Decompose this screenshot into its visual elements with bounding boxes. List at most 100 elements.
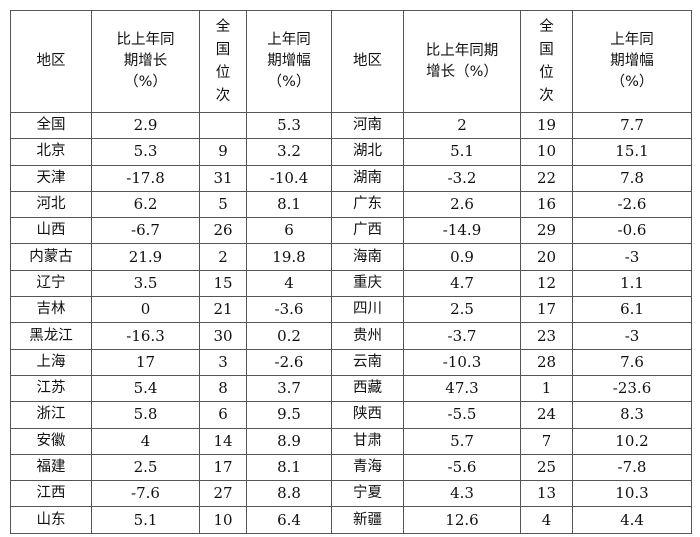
left-growth-cell: -17.8 bbox=[91, 164, 200, 192]
left-growth-cell: 21.9 bbox=[91, 243, 200, 271]
right-region-cell: 西藏 bbox=[331, 374, 404, 403]
table-row: 安徽 4 14 8.9 甘肃 5.7 7 10.2 bbox=[10, 427, 692, 455]
left-prev-growth-cell: -3.6 bbox=[246, 296, 332, 324]
left-prev-growth-cell: 6 bbox=[246, 217, 332, 245]
header-region-right: 地区 bbox=[331, 10, 404, 113]
header-prev-right: 上年同 期增幅 （%） bbox=[572, 10, 692, 113]
right-prev-growth-cell: 8.3 bbox=[572, 401, 692, 429]
left-rank-cell: 17 bbox=[199, 453, 247, 482]
right-rank-cell: 23 bbox=[520, 322, 573, 350]
left-growth-cell: 6.2 bbox=[91, 190, 200, 219]
right-prev-growth-cell: 10.2 bbox=[572, 427, 692, 455]
left-region-cell: 河北 bbox=[10, 190, 92, 219]
left-growth-cell: 2.5 bbox=[91, 453, 200, 482]
left-region-cell: 福建 bbox=[10, 453, 92, 482]
header-line: （%） bbox=[124, 74, 167, 90]
left-region-cell: 江苏 bbox=[10, 374, 92, 403]
left-region-cell: 山西 bbox=[10, 217, 92, 245]
right-prev-growth-cell: -0.6 bbox=[572, 217, 692, 245]
right-growth-cell: -5.5 bbox=[403, 401, 521, 429]
left-region-cell: 吉林 bbox=[10, 296, 92, 324]
right-growth-cell: -3.7 bbox=[403, 322, 521, 350]
left-region-cell: 黑龙江 bbox=[10, 322, 92, 350]
left-rank-cell: 2 bbox=[199, 243, 247, 271]
table-row: 山东 5.1 10 6.4 新疆 12.6 4 4.4 bbox=[10, 506, 692, 534]
left-prev-growth-cell: 9.5 bbox=[246, 401, 332, 429]
left-rank-cell: 3 bbox=[199, 348, 247, 376]
header-line: 增长（%） bbox=[426, 63, 498, 80]
table-row: 北京 5.3 9 3.2 湖北 5.1 10 15.1 bbox=[10, 138, 692, 166]
header-rank-right: 全国位次 bbox=[520, 10, 573, 113]
right-prev-growth-cell: 6.1 bbox=[572, 296, 692, 324]
header-row: 地区 比上年同 期增长 （%） 全国位次 上年同 期增幅 （%） 地区 比上年同… bbox=[10, 10, 692, 113]
left-prev-growth-cell: 8.9 bbox=[246, 427, 332, 455]
right-prev-growth-cell: -3 bbox=[572, 322, 692, 350]
left-growth-cell: 5.8 bbox=[91, 401, 200, 429]
right-prev-growth-cell: 10.3 bbox=[572, 480, 692, 508]
right-prev-growth-cell: -23.6 bbox=[572, 374, 692, 403]
right-growth-cell: -14.9 bbox=[403, 217, 521, 245]
right-rank-cell: 10 bbox=[520, 138, 573, 166]
header-line: 上年同 bbox=[610, 32, 654, 48]
left-region-cell: 辽宁 bbox=[10, 269, 92, 298]
header-line: 比上年同期 bbox=[425, 42, 499, 59]
right-region-cell: 广西 bbox=[331, 217, 404, 245]
right-growth-cell: 4.7 bbox=[403, 269, 521, 298]
right-prev-growth-cell: -2.6 bbox=[572, 190, 692, 219]
left-growth-cell: 0 bbox=[91, 296, 200, 324]
left-region-cell: 江西 bbox=[10, 480, 92, 508]
header-text: 全国位次 bbox=[539, 18, 554, 104]
left-prev-growth-cell: 8.1 bbox=[246, 453, 332, 482]
right-region-cell: 重庆 bbox=[331, 269, 404, 298]
left-growth-cell: 3.5 bbox=[91, 269, 200, 298]
right-growth-cell: 2 bbox=[403, 111, 521, 140]
header-region-left: 地区 bbox=[10, 10, 92, 113]
table-row: 福建 2.5 17 8.1 青海 -5.6 25 -7.8 bbox=[10, 453, 692, 482]
table-row: 天津 -17.8 31 -10.4 湖南 -3.2 22 7.8 bbox=[10, 164, 692, 192]
left-prev-growth-cell: 8.1 bbox=[246, 190, 332, 219]
header-growth-right: 比上年同期 增长（%） bbox=[403, 10, 521, 113]
left-region-cell: 上海 bbox=[10, 348, 92, 376]
left-rank-cell: 10 bbox=[199, 506, 247, 534]
header-line: 期增幅 bbox=[610, 53, 654, 69]
right-growth-cell: -3.2 bbox=[403, 164, 521, 192]
right-prev-growth-cell: 15.1 bbox=[572, 138, 692, 166]
left-rank-cell: 15 bbox=[199, 269, 247, 298]
left-region-cell: 山东 bbox=[10, 506, 92, 534]
left-rank-cell: 14 bbox=[199, 427, 247, 455]
left-prev-growth-cell: 5.3 bbox=[246, 111, 332, 140]
right-rank-cell: 29 bbox=[520, 217, 573, 245]
right-rank-cell: 4 bbox=[520, 506, 573, 534]
right-region-cell: 湖南 bbox=[331, 164, 404, 192]
table-row: 全国 2.9 5.3 河南 2 19 7.7 bbox=[10, 111, 692, 140]
left-growth-cell: 2.9 bbox=[91, 111, 200, 140]
left-growth-cell: -7.6 bbox=[91, 480, 200, 508]
table-row: 上海 17 3 -2.6 云南 -10.3 28 7.6 bbox=[10, 348, 692, 376]
right-region-cell: 河南 bbox=[331, 111, 404, 140]
left-region-cell: 内蒙古 bbox=[10, 243, 92, 271]
table-row: 江西 -7.6 27 8.8 宁夏 4.3 13 10.3 bbox=[10, 480, 692, 508]
left-growth-cell: 4 bbox=[91, 427, 200, 455]
right-region-cell: 广东 bbox=[331, 190, 404, 219]
header-line: 期增幅 bbox=[267, 53, 311, 69]
right-prev-growth-cell: -7.8 bbox=[572, 453, 692, 482]
table-row: 内蒙古 21.9 2 19.8 海南 0.9 20 -3 bbox=[10, 243, 692, 271]
right-growth-cell: 2.5 bbox=[403, 296, 521, 324]
left-rank-cell: 8 bbox=[199, 374, 247, 403]
right-rank-cell: 28 bbox=[520, 348, 573, 376]
header-line: （%） bbox=[610, 74, 654, 90]
left-rank-cell: 26 bbox=[199, 217, 247, 245]
right-rank-cell: 16 bbox=[520, 190, 573, 219]
right-region-cell: 青海 bbox=[331, 453, 404, 482]
right-prev-growth-cell: 7.7 bbox=[572, 111, 692, 140]
right-prev-growth-cell: 7.6 bbox=[572, 348, 692, 376]
left-growth-cell: 17 bbox=[91, 348, 200, 376]
left-region-cell: 浙江 bbox=[10, 401, 92, 429]
left-growth-cell: -16.3 bbox=[91, 322, 200, 350]
right-rank-cell: 20 bbox=[520, 243, 573, 271]
right-growth-cell: 0.9 bbox=[403, 243, 521, 271]
right-region-cell: 湖北 bbox=[331, 138, 404, 166]
right-region-cell: 海南 bbox=[331, 243, 404, 271]
left-rank-cell: 5 bbox=[199, 190, 247, 219]
left-growth-cell: 5.4 bbox=[91, 374, 200, 403]
